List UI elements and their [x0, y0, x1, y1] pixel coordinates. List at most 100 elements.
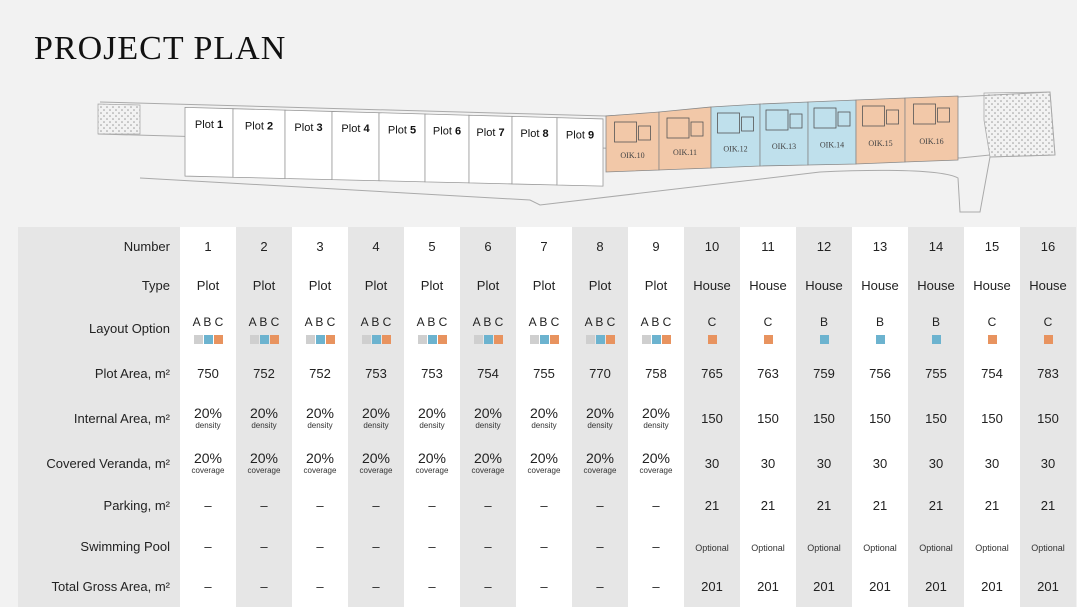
page-title: PROJECT PLAN: [34, 30, 287, 67]
layout-letters: A B C: [640, 315, 672, 329]
cell-value: 150: [1037, 411, 1059, 426]
house-plot-shape: [710, 103, 761, 169]
cell-value: –: [204, 498, 212, 513]
cell-value: 21: [760, 498, 776, 513]
cell-value: 8: [596, 239, 604, 254]
cell-total: –: [348, 566, 404, 607]
cell-internal: 20% density: [516, 395, 572, 442]
cell-internal: 20% density: [572, 395, 628, 442]
house-label: OIK.15: [868, 139, 892, 148]
cell-value: 758: [645, 366, 667, 381]
cell-value: –: [260, 498, 268, 513]
cell-internal: 20% density: [404, 395, 460, 442]
cell-value: 201: [869, 579, 891, 594]
layout-swatch: [875, 335, 885, 344]
cell-number: 11: [740, 227, 796, 266]
plan-table: Number 1 2 3 4 5 6 7 8 9 10 11 12 13 14 15 16 Type Plot Pl…: [18, 227, 1076, 607]
cell-internal: 20% density: [348, 395, 404, 442]
cell-value: 20%: [641, 405, 671, 421]
cell-pool: –: [292, 526, 348, 566]
cell-number: 12: [796, 227, 852, 266]
pool-footprint: [837, 111, 851, 127]
cell-type: Plot: [236, 266, 292, 304]
cell-value: –: [316, 538, 324, 554]
cell-type: Plot: [292, 266, 348, 304]
cell-value: House: [973, 277, 1011, 293]
cell-plot-area: 758: [628, 352, 684, 395]
cell-note: density: [419, 421, 445, 430]
cell-internal: 20% density: [460, 395, 516, 442]
cell-value: 20%: [361, 450, 391, 466]
cell-total: 201: [964, 566, 1020, 607]
cell-value: 30: [704, 456, 720, 471]
cell-value: 21: [928, 498, 944, 513]
cell-veranda: 20% coverage: [180, 442, 236, 485]
cell-value: 20%: [473, 405, 503, 421]
cell-value: 753: [421, 366, 443, 381]
layout-swatch: [651, 335, 661, 344]
house-plot-shape: [855, 97, 906, 165]
row-label: Swimming Pool: [18, 526, 180, 566]
cell-value: Optional: [695, 542, 729, 553]
cell-parking: –: [572, 485, 628, 526]
cell-value: –: [484, 498, 492, 513]
plot-label: Plot 3: [294, 122, 322, 134]
cell-parking: –: [516, 485, 572, 526]
house-plot-shape: [759, 101, 809, 167]
row-label: Layout Option: [18, 304, 180, 352]
cell-note: coverage: [583, 466, 617, 475]
row-label: Type: [18, 266, 180, 304]
layout-swatch: [417, 335, 427, 344]
cell-value: –: [540, 538, 548, 554]
plot-label: Plot 8: [520, 128, 548, 140]
layout-letters: A B C: [416, 315, 448, 329]
cell-veranda: 20% coverage: [460, 442, 516, 485]
building-footprint: [813, 107, 837, 129]
layout-swatches: [292, 332, 348, 344]
cell-layout: A B C: [236, 304, 292, 352]
cell-value: –: [428, 498, 436, 513]
cell-parking: –: [236, 485, 292, 526]
plot-shape: [556, 117, 604, 187]
cell-plot-area: 759: [796, 352, 852, 395]
cell-total: 201: [852, 566, 908, 607]
cell-value: 30: [984, 456, 1000, 471]
layout-swatches: [740, 332, 796, 344]
layout-swatch: [361, 335, 371, 344]
cell-value: 20%: [193, 405, 223, 421]
cell-total: –: [516, 566, 572, 607]
cell-number: 7: [516, 227, 572, 266]
layout-letters: A B C: [528, 315, 560, 329]
green-zone-right: [983, 91, 1056, 158]
cell-number: 10: [684, 227, 740, 266]
cell-value: 20%: [417, 405, 447, 421]
cell-value: 20%: [529, 450, 559, 466]
cell-number: 5: [404, 227, 460, 266]
plot-shape: [184, 106, 234, 178]
cell-note: density: [531, 421, 557, 430]
cell-value: 21: [1040, 498, 1056, 513]
layout-swatches: [964, 332, 1020, 344]
cell-value: 150: [925, 411, 947, 426]
layout-swatch: [483, 335, 493, 344]
cell-note: coverage: [415, 466, 449, 475]
cell-value: 3: [316, 239, 324, 254]
cell-plot-area: 750: [180, 352, 236, 395]
cell-value: House: [861, 277, 899, 293]
cell-type: House: [964, 266, 1020, 304]
cell-internal: 20% density: [236, 395, 292, 442]
cell-parking: 21: [852, 485, 908, 526]
cell-value: Optional: [863, 542, 897, 553]
cell-value: 20%: [585, 450, 615, 466]
plot-shape: [468, 114, 513, 185]
cell-value: –: [316, 579, 324, 594]
cell-number: 16: [1020, 227, 1076, 266]
cell-pool: –: [348, 526, 404, 566]
cell-value: –: [204, 579, 212, 594]
cell-value: 150: [701, 411, 723, 426]
layout-letters: B: [819, 315, 828, 329]
cell-value: –: [596, 579, 604, 594]
row-number: Number 1 2 3 4 5 6 7 8 9 10 11 12 13 14 15 16: [18, 227, 1076, 266]
layout-swatches: [404, 332, 460, 344]
plot-label: Plot 9: [566, 129, 594, 141]
